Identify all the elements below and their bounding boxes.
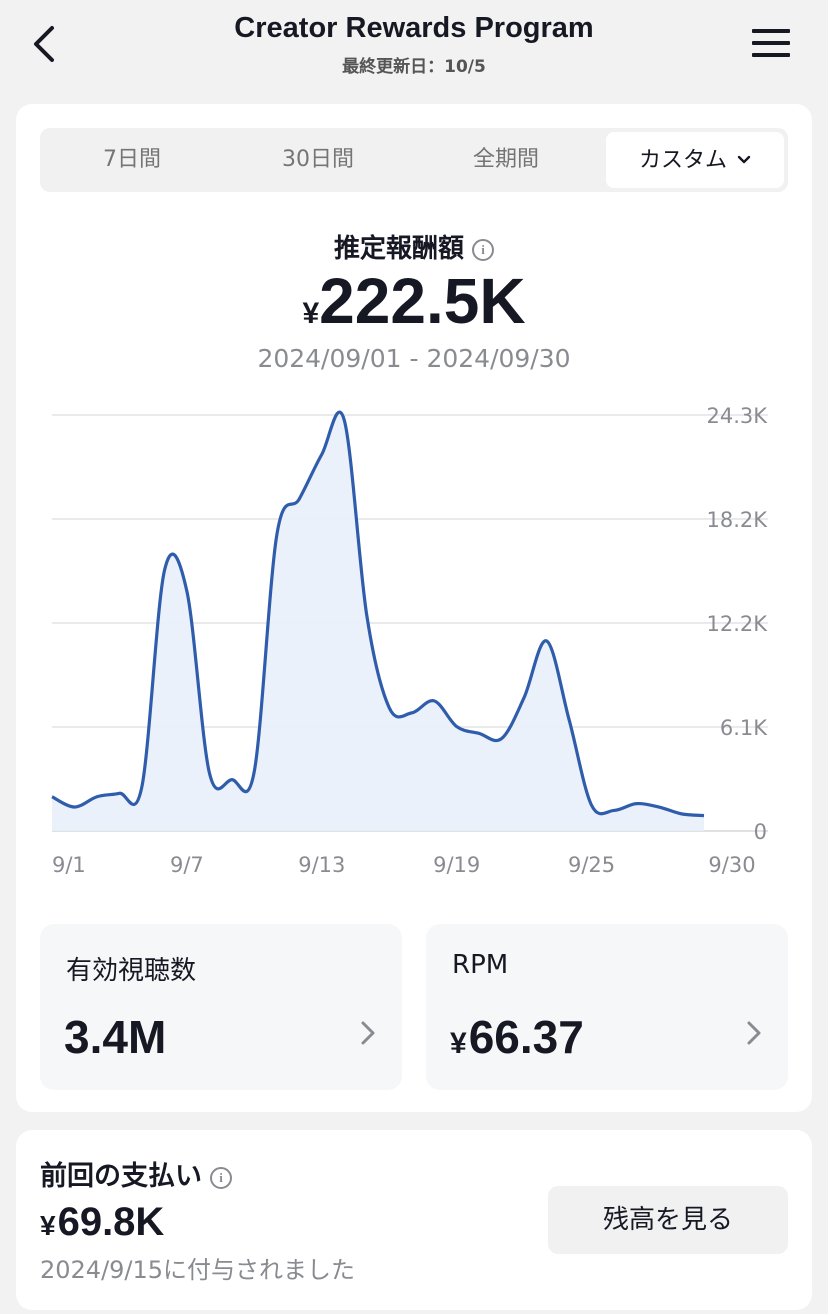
x-tick-label: 9/13 — [298, 853, 345, 877]
menu-button[interactable] — [750, 26, 794, 62]
y-tick-label: 24.3K — [706, 404, 768, 428]
y-tick-label: 0 — [754, 820, 767, 844]
tab-all-time[interactable]: 全期間 — [472, 147, 539, 172]
date-range: 2024/09/01 - 2024/09/30 — [257, 344, 571, 373]
rpm-number: 66.37 — [468, 1011, 584, 1063]
x-tick-label: 9/25 — [568, 853, 615, 877]
x-tick-label: 9/19 — [433, 853, 480, 877]
rpm-value: ¥66.37 — [450, 1010, 584, 1064]
tab-30-days[interactable]: 30日間 — [282, 147, 354, 172]
estimated-rewards-value: ¥222.5K — [16, 264, 812, 338]
estimated-rewards-label: 推定報酬額 i — [16, 228, 812, 265]
views-label: 有効視聴数 — [66, 956, 197, 986]
series-area — [52, 412, 704, 831]
y-tick-label: 6.1K — [720, 716, 768, 740]
last-payment-label: 前回の支払い i — [40, 1154, 232, 1193]
y-tick-label: 12.2K — [706, 612, 768, 636]
view-balance-button[interactable]: 残高を見る — [548, 1186, 788, 1254]
chevron-right-icon — [361, 1021, 375, 1045]
page-title: Creator Rewards Program — [234, 12, 594, 44]
info-icon[interactable]: i — [210, 1167, 232, 1189]
y-tick-label: 18.2K — [706, 508, 768, 532]
last-payment-date: 2024/9/15に付与されました — [40, 1256, 356, 1284]
rpm-card[interactable]: RPM ¥66.37 — [426, 924, 788, 1090]
chevron-left-icon — [34, 26, 54, 62]
currency-symbol: ¥ — [40, 1210, 56, 1241]
header: Creator Rewards Program 最終更新日：10/5 — [0, 0, 828, 96]
x-tick-label: 9/30 — [708, 853, 755, 877]
last-payment-number: 69.8K — [57, 1200, 165, 1244]
info-icon[interactable]: i — [472, 239, 494, 261]
rpm-label: RPM — [452, 950, 509, 980]
tab-7-days[interactable]: 7日間 — [103, 147, 161, 172]
views-value: 3.4M — [64, 1011, 167, 1063]
currency-symbol: ¥ — [302, 297, 320, 330]
last-updated-text: 最終更新日：10/5 — [342, 57, 486, 77]
views-card[interactable]: 有効視聴数 3.4M — [40, 924, 402, 1090]
earnings-card: 7日間 30日間 全期間 カスタム 推定報酬額 i ¥222.5K 2024/09… — [16, 104, 812, 1112]
tab-custom-label: カスタム — [638, 148, 727, 173]
back-button[interactable] — [26, 22, 66, 66]
chevron-right-icon — [747, 1021, 761, 1045]
x-tick-label: 9/1 — [52, 853, 86, 877]
currency-symbol: ¥ — [450, 1027, 467, 1060]
last-payment-label-text: 前回の支払い — [40, 1161, 202, 1192]
hamburger-menu-icon — [752, 29, 790, 57]
tab-custom[interactable]: カスタム — [606, 132, 784, 188]
period-tabs: 7日間 30日間 全期間 カスタム — [40, 128, 788, 192]
series-line — [51, 410, 705, 818]
estimated-rewards-label-text: 推定報酬額 — [333, 234, 464, 264]
x-tick-label: 9/7 — [170, 853, 204, 877]
chevron-down-icon — [737, 132, 751, 188]
last-payment-value: ¥69.8K — [40, 1200, 164, 1245]
earnings-chart: 0 6.1K 12.2K 18.2K 24.3K 9/1 9/7 9/13 9/19 9/25 9/… — [51, 404, 768, 877]
last-payment-card: 前回の支払い i ¥69.8K 2024/9/15に付与されました 残高を見る — [16, 1130, 812, 1310]
estimated-rewards-number: 222.5K — [319, 265, 526, 337]
